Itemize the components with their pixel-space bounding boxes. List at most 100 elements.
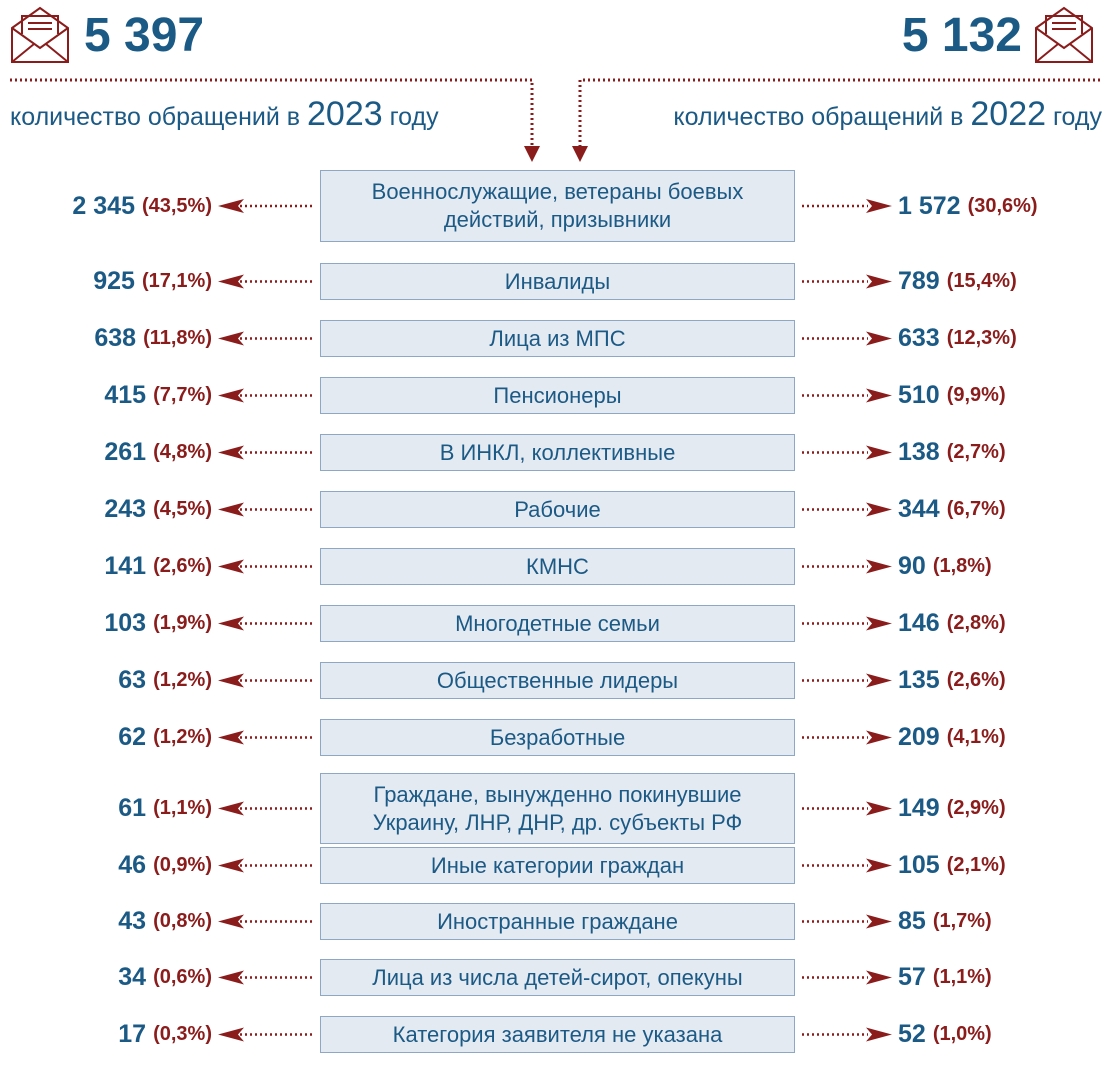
arrowhead: [866, 970, 892, 985]
right-figure: 138 (2,7%): [898, 437, 1006, 469]
right-figure: 510 (9,9%): [898, 380, 1006, 412]
value: 1 572: [898, 191, 961, 220]
category-box: Лица из числа детей-сирот, опекуны: [320, 959, 795, 996]
right-figure: 105 (2,1%): [898, 850, 1006, 882]
right-figure: 344 (6,7%): [898, 494, 1006, 526]
arrowhead: [866, 331, 892, 346]
value: 209: [898, 723, 940, 751]
category-box: Лица из МПС: [320, 320, 795, 357]
arrowhead: [218, 914, 244, 929]
category-box: Общественные лидеры: [320, 662, 795, 699]
category-box: Иные категории граждан: [320, 847, 795, 884]
value: 344: [898, 495, 940, 523]
caption-text: году: [382, 103, 439, 131]
percent: (1,0%): [932, 1023, 992, 1045]
category-box: Иностранные граждане: [320, 903, 795, 940]
left-figure: 415 (7,7%): [104, 380, 212, 412]
percent: (1,8%): [932, 555, 992, 577]
arrowhead: [866, 199, 892, 213]
arrowhead: [866, 559, 892, 574]
percent: (12,3%): [946, 327, 1017, 349]
category-box: Военнослужащие, ветераны боевых действий…: [320, 170, 795, 242]
left-figure: 34 (0,6%): [118, 962, 212, 994]
arrowhead: [218, 199, 244, 213]
caption-2023: количество обращений в 2023 году: [10, 92, 439, 139]
caption-year: 2023: [307, 95, 383, 133]
right-figure: 146 (2,8%): [898, 608, 1006, 640]
caption-text: количество обращений в: [10, 103, 307, 131]
total-2023: 5 397: [84, 9, 205, 62]
percent: (0,3%): [153, 1023, 212, 1045]
category-box: Безработные: [320, 719, 795, 756]
percent: (0,8%): [153, 910, 212, 932]
arrowhead: [218, 1027, 244, 1042]
value: 638: [94, 324, 137, 352]
right-figure: 90 (1,8%): [898, 551, 992, 583]
arrowhead: [218, 616, 244, 631]
value: 146: [898, 609, 940, 637]
arrowhead: [866, 801, 892, 816]
value: 261: [104, 438, 147, 466]
percent: (2,7%): [946, 441, 1006, 463]
value: 243: [104, 495, 147, 523]
arrowhead: [218, 274, 244, 289]
left-figure: 638 (11,8%): [94, 323, 212, 355]
envelope-icon: [1035, 6, 1093, 63]
percent: (4,5%): [153, 498, 212, 520]
arrowhead: [866, 673, 892, 688]
percent: (2,1%): [946, 854, 1006, 876]
left-figure: 43 (0,8%): [118, 906, 212, 938]
value: 103: [104, 609, 147, 637]
percent: (1,2%): [153, 669, 212, 691]
right-figure: 135 (2,6%): [898, 665, 1006, 697]
percent: (15,4%): [946, 270, 1017, 292]
left-figure: 925 (17,1%): [93, 266, 212, 298]
category-box: В ИНКЛ, коллективные: [320, 434, 795, 471]
percent: (30,6%): [967, 194, 1038, 217]
value: 85: [898, 907, 926, 935]
category-box: Граждане, вынужденно покинувшие Украину,…: [320, 773, 795, 844]
percent: (0,6%): [153, 966, 212, 988]
arrowhead: [866, 858, 892, 873]
arrowhead: [218, 970, 244, 985]
value: 135: [898, 666, 940, 694]
left-figure: 243 (4,5%): [104, 494, 212, 526]
value: 61: [118, 794, 147, 822]
value: 90: [898, 552, 926, 580]
percent: (1,1%): [153, 797, 212, 819]
percent: (6,7%): [946, 498, 1006, 520]
right-figure: 85 (1,7%): [898, 906, 992, 938]
left-figure: 103 (1,9%): [104, 608, 212, 640]
percent: (11,8%): [143, 327, 212, 349]
arrowhead: [866, 730, 892, 745]
right-figure: 633 (12,3%): [898, 323, 1017, 355]
percent: (1,2%): [153, 726, 212, 748]
value: 415: [104, 381, 147, 409]
value: 52: [898, 1020, 926, 1048]
percent: (1,9%): [153, 612, 212, 634]
percent: (1,7%): [932, 910, 992, 932]
arrowhead: [218, 858, 244, 873]
category-box: КМНС: [320, 548, 795, 585]
total-2022: 5 132: [901, 9, 1022, 62]
right-figure: 1 572 (30,6%): [898, 190, 1038, 222]
arrowhead: [866, 502, 892, 517]
category-box: Рабочие: [320, 491, 795, 528]
arrowhead: [218, 445, 244, 460]
arrowhead: [866, 1027, 892, 1042]
left-figure: 61 (1,1%): [118, 793, 212, 825]
percent: (9,9%): [946, 384, 1006, 406]
right-figure: 57 (1,1%): [898, 962, 992, 994]
value: 925: [93, 267, 135, 295]
value: 57: [898, 963, 926, 991]
value: 62: [118, 723, 147, 751]
left-figure: 46 (0,9%): [118, 850, 212, 882]
arrowhead: [218, 502, 244, 517]
arrowhead: [218, 673, 244, 688]
right-figure: 789 (15,4%): [898, 266, 1017, 298]
value: 141: [104, 552, 147, 580]
caption-year: 2022: [970, 95, 1047, 133]
percent: (43,5%): [141, 194, 212, 217]
category-box: Пенсионеры: [320, 377, 795, 414]
